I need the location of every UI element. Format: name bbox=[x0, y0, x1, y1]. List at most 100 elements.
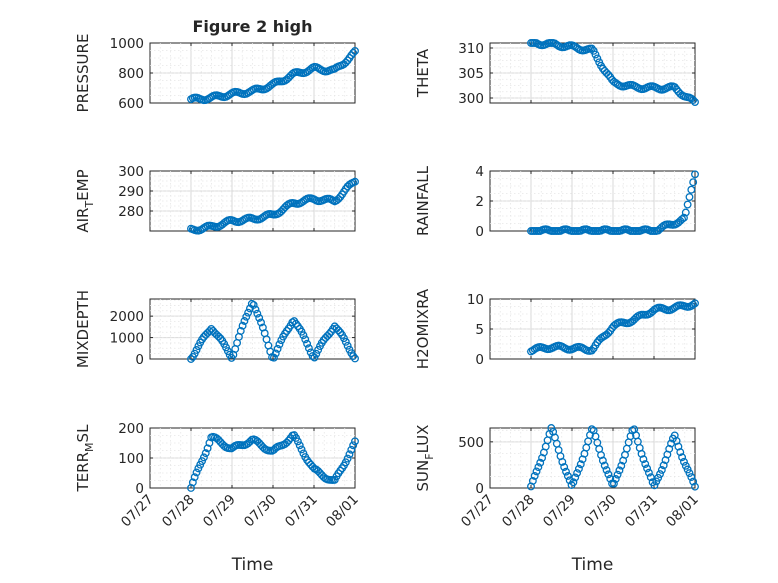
y-axis-label: PRESSURE bbox=[74, 34, 92, 113]
data-point bbox=[314, 345, 323, 354]
data-point bbox=[194, 464, 203, 473]
data-point bbox=[349, 441, 358, 450]
x-tick-label: 07/27 bbox=[118, 492, 157, 531]
chart-title: Figure 2 high bbox=[193, 17, 313, 36]
data-point bbox=[269, 353, 278, 362]
y-tick-label: 290 bbox=[118, 184, 144, 200]
data-point bbox=[650, 481, 659, 490]
data-point bbox=[271, 349, 280, 358]
y-tick-label: 310 bbox=[458, 41, 484, 57]
data-point bbox=[187, 355, 195, 363]
data-point bbox=[253, 309, 262, 318]
data-point bbox=[687, 473, 696, 482]
y-tick-label: 0 bbox=[475, 352, 484, 368]
y-tick-label: 4 bbox=[475, 164, 484, 180]
x-tick-label: 07/29 bbox=[540, 492, 579, 531]
data-point bbox=[593, 54, 602, 63]
data-point bbox=[615, 466, 624, 475]
data-point bbox=[293, 437, 302, 446]
x-axis-label: Time bbox=[231, 555, 274, 575]
data-point bbox=[691, 170, 699, 179]
data-point bbox=[349, 48, 358, 57]
data-point bbox=[343, 454, 352, 463]
data-point bbox=[351, 177, 359, 186]
data-point bbox=[656, 470, 664, 479]
data-point bbox=[587, 346, 596, 355]
y-tick-label: 2 bbox=[475, 194, 484, 210]
data-point bbox=[676, 448, 685, 457]
y-tick-label: 0 bbox=[475, 224, 484, 240]
data-point bbox=[249, 301, 258, 309]
data-point bbox=[351, 354, 359, 363]
data-point bbox=[665, 444, 674, 453]
y-axis-label: AIRTEMP bbox=[74, 169, 96, 232]
x-tick-label: 07/31 bbox=[282, 492, 321, 531]
y-axis-label: RAINFALL bbox=[414, 165, 432, 236]
y-tick-label: 280 bbox=[118, 204, 144, 220]
data-point bbox=[341, 458, 350, 467]
x-tick-label: 07/31 bbox=[622, 492, 661, 531]
data-point bbox=[560, 463, 569, 471]
data-point bbox=[611, 475, 620, 483]
data-point bbox=[299, 331, 308, 340]
data-point bbox=[528, 476, 537, 485]
subplot-3: 280 290 300 AIRTEMP bbox=[74, 164, 359, 235]
data-point bbox=[251, 305, 260, 314]
data-point bbox=[295, 441, 304, 450]
data-point bbox=[273, 344, 282, 353]
data-point bbox=[325, 330, 334, 338]
subplot-6: 0 5 10 H2OMIXRA bbox=[414, 288, 699, 369]
x-tick-label: 08/01 bbox=[663, 492, 702, 531]
y-tick-label: 305 bbox=[458, 66, 484, 82]
data-point bbox=[190, 349, 199, 358]
data-point bbox=[644, 468, 653, 477]
data-point bbox=[646, 473, 655, 482]
data-point bbox=[222, 343, 230, 352]
data-point bbox=[304, 344, 313, 353]
subplot-5: 0 1000 2000 MIXDEPTH bbox=[74, 290, 359, 368]
data-point bbox=[657, 466, 666, 474]
data-point bbox=[255, 313, 264, 322]
data-point bbox=[617, 461, 626, 470]
data-point bbox=[639, 455, 648, 464]
data-point bbox=[685, 469, 694, 478]
data-point bbox=[598, 456, 607, 465]
x-tick-label: 07/29 bbox=[200, 492, 239, 531]
data-point bbox=[602, 466, 611, 475]
data-point bbox=[689, 96, 698, 104]
data-point bbox=[190, 473, 199, 482]
data-point bbox=[683, 200, 692, 209]
data-point bbox=[192, 468, 201, 477]
data-point bbox=[192, 346, 201, 354]
data-point bbox=[201, 449, 210, 458]
data-point bbox=[587, 425, 596, 434]
data-point bbox=[236, 327, 245, 335]
data-point bbox=[351, 437, 359, 446]
y-tick-label: 300 bbox=[458, 91, 484, 107]
data-point bbox=[303, 339, 312, 348]
data-point bbox=[573, 469, 582, 477]
data-point bbox=[238, 321, 247, 330]
data-point bbox=[589, 46, 598, 55]
data-point bbox=[678, 215, 687, 224]
data-point bbox=[536, 458, 545, 467]
data-point bbox=[345, 450, 354, 459]
data-point bbox=[681, 208, 690, 217]
data-point bbox=[678, 453, 687, 462]
data-point bbox=[341, 337, 350, 346]
y-tick-label: 10 bbox=[467, 292, 484, 308]
data-point bbox=[643, 464, 652, 473]
data-point bbox=[343, 341, 352, 350]
data-point bbox=[576, 460, 585, 469]
data-point bbox=[297, 445, 306, 454]
data-point bbox=[244, 308, 253, 317]
y-axis-label: MIXDEPTH bbox=[74, 290, 92, 368]
data-point bbox=[569, 478, 578, 487]
data-point bbox=[247, 299, 256, 308]
data-point bbox=[574, 464, 583, 473]
data-point bbox=[606, 474, 615, 483]
y-tick-label: 300 bbox=[118, 164, 144, 180]
subplot-7: 0 100 200 07/27 07/28 07/29 07/30 07/31 08/01 TER… bbox=[74, 421, 362, 575]
data-point bbox=[689, 477, 698, 486]
data-point bbox=[534, 463, 543, 472]
